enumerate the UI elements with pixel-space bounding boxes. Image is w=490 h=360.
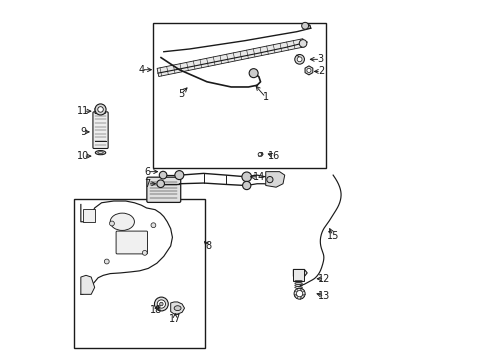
Circle shape	[267, 176, 273, 183]
Circle shape	[159, 171, 167, 179]
Text: 5: 5	[178, 89, 184, 99]
Bar	[74, 199, 205, 348]
FancyBboxPatch shape	[116, 231, 147, 254]
Text: 3: 3	[318, 54, 323, 64]
Circle shape	[258, 153, 262, 156]
Circle shape	[307, 68, 311, 72]
Circle shape	[157, 300, 166, 308]
Circle shape	[297, 57, 302, 62]
FancyBboxPatch shape	[93, 112, 108, 148]
Circle shape	[160, 302, 163, 306]
Circle shape	[110, 221, 114, 226]
Text: 4: 4	[138, 65, 145, 75]
Bar	[153, 23, 326, 168]
Circle shape	[143, 251, 147, 255]
Ellipse shape	[96, 150, 106, 155]
Text: 9: 9	[80, 127, 86, 137]
Text: 10: 10	[77, 151, 89, 161]
Circle shape	[294, 288, 305, 299]
Circle shape	[95, 104, 106, 115]
Text: 12: 12	[318, 274, 331, 284]
Circle shape	[175, 171, 184, 180]
Polygon shape	[266, 172, 285, 187]
Text: 18: 18	[150, 305, 163, 315]
Ellipse shape	[110, 213, 134, 230]
Text: 2: 2	[318, 67, 324, 76]
Text: 7: 7	[145, 179, 150, 189]
Circle shape	[299, 40, 307, 47]
Circle shape	[154, 297, 168, 311]
Polygon shape	[81, 275, 95, 294]
Circle shape	[104, 259, 109, 264]
Bar	[83, 209, 95, 222]
Circle shape	[249, 69, 258, 78]
Text: 11: 11	[77, 106, 89, 116]
Circle shape	[242, 172, 251, 182]
Polygon shape	[294, 269, 307, 276]
Polygon shape	[305, 66, 313, 75]
Text: 17: 17	[169, 314, 181, 324]
Text: 8: 8	[206, 241, 212, 251]
Text: 6: 6	[145, 167, 150, 177]
Polygon shape	[157, 39, 305, 77]
Text: 14: 14	[253, 172, 265, 182]
FancyBboxPatch shape	[147, 177, 181, 202]
Circle shape	[296, 291, 303, 297]
Text: 15: 15	[327, 231, 339, 240]
Circle shape	[157, 180, 165, 188]
Text: 13: 13	[318, 291, 331, 301]
FancyBboxPatch shape	[95, 108, 105, 114]
Ellipse shape	[174, 306, 181, 311]
Text: 1: 1	[263, 93, 269, 102]
Circle shape	[98, 107, 103, 112]
Circle shape	[151, 223, 156, 228]
Polygon shape	[171, 302, 185, 314]
Bar	[294, 269, 304, 281]
Circle shape	[243, 181, 251, 190]
Text: 16: 16	[268, 151, 280, 161]
Ellipse shape	[98, 152, 103, 153]
Circle shape	[302, 22, 309, 29]
Circle shape	[295, 54, 304, 64]
